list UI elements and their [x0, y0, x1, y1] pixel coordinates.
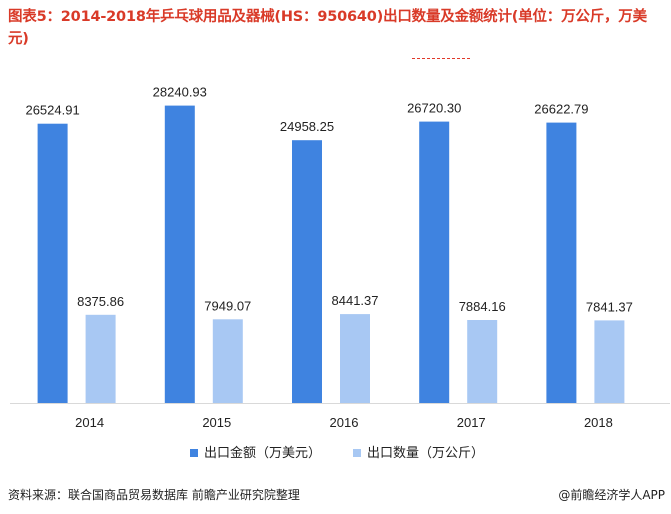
bar-export-amount [419, 121, 450, 403]
bar-export-amount [546, 122, 577, 403]
data-label-export-quantity: 8441.37 [332, 293, 379, 308]
data-label-export-quantity: 7949.07 [204, 298, 251, 313]
data-label-export-quantity: 8375.86 [77, 294, 124, 309]
data-label-export-amount: 26524.91 [25, 103, 79, 118]
x-tick-label: 2016 [330, 415, 359, 430]
x-tick-label: 2014 [75, 415, 104, 430]
bar-export-amount [164, 105, 195, 403]
legend-label-export-amount: 出口金额（万美元） [204, 445, 321, 461]
x-tick-label: 2017 [457, 415, 486, 430]
data-label-export-amount: 26720.30 [407, 101, 461, 116]
legend-label-export-quantity: 出口数量（万公斤） [367, 446, 484, 461]
x-tick-label: 2018 [584, 415, 613, 430]
bar-export-quantity [85, 314, 116, 403]
data-label-export-amount: 24958.25 [280, 119, 334, 134]
bar-export-amount [37, 123, 68, 403]
bar-export-quantity [467, 320, 498, 403]
legend-swatch-export-quantity [353, 449, 361, 457]
bar-export-quantity [340, 314, 370, 403]
bar-export-amount [292, 140, 322, 403]
data-label-export-amount: 26622.79 [534, 102, 588, 117]
title-underline-decoration [412, 58, 470, 59]
data-label-export-quantity: 7884.16 [459, 299, 506, 314]
bar-export-quantity [594, 320, 625, 403]
legend-swatch-export-amount [190, 449, 198, 457]
data-label-export-amount: 28240.93 [153, 85, 207, 100]
data-label-export-quantity: 7841.37 [586, 299, 633, 314]
chart-title: 图表5：2014-2018年乒乓球用品及器械(HS：950640)出口数量及金额… [8, 9, 647, 47]
x-tick-label: 2015 [202, 415, 231, 430]
source-note: 资料来源：联合国商品贸易数据库 前瞻产业研究院整理 [8, 488, 300, 502]
bar-export-quantity [212, 319, 243, 403]
credit-note: @前瞻经济学人APP [558, 488, 665, 502]
